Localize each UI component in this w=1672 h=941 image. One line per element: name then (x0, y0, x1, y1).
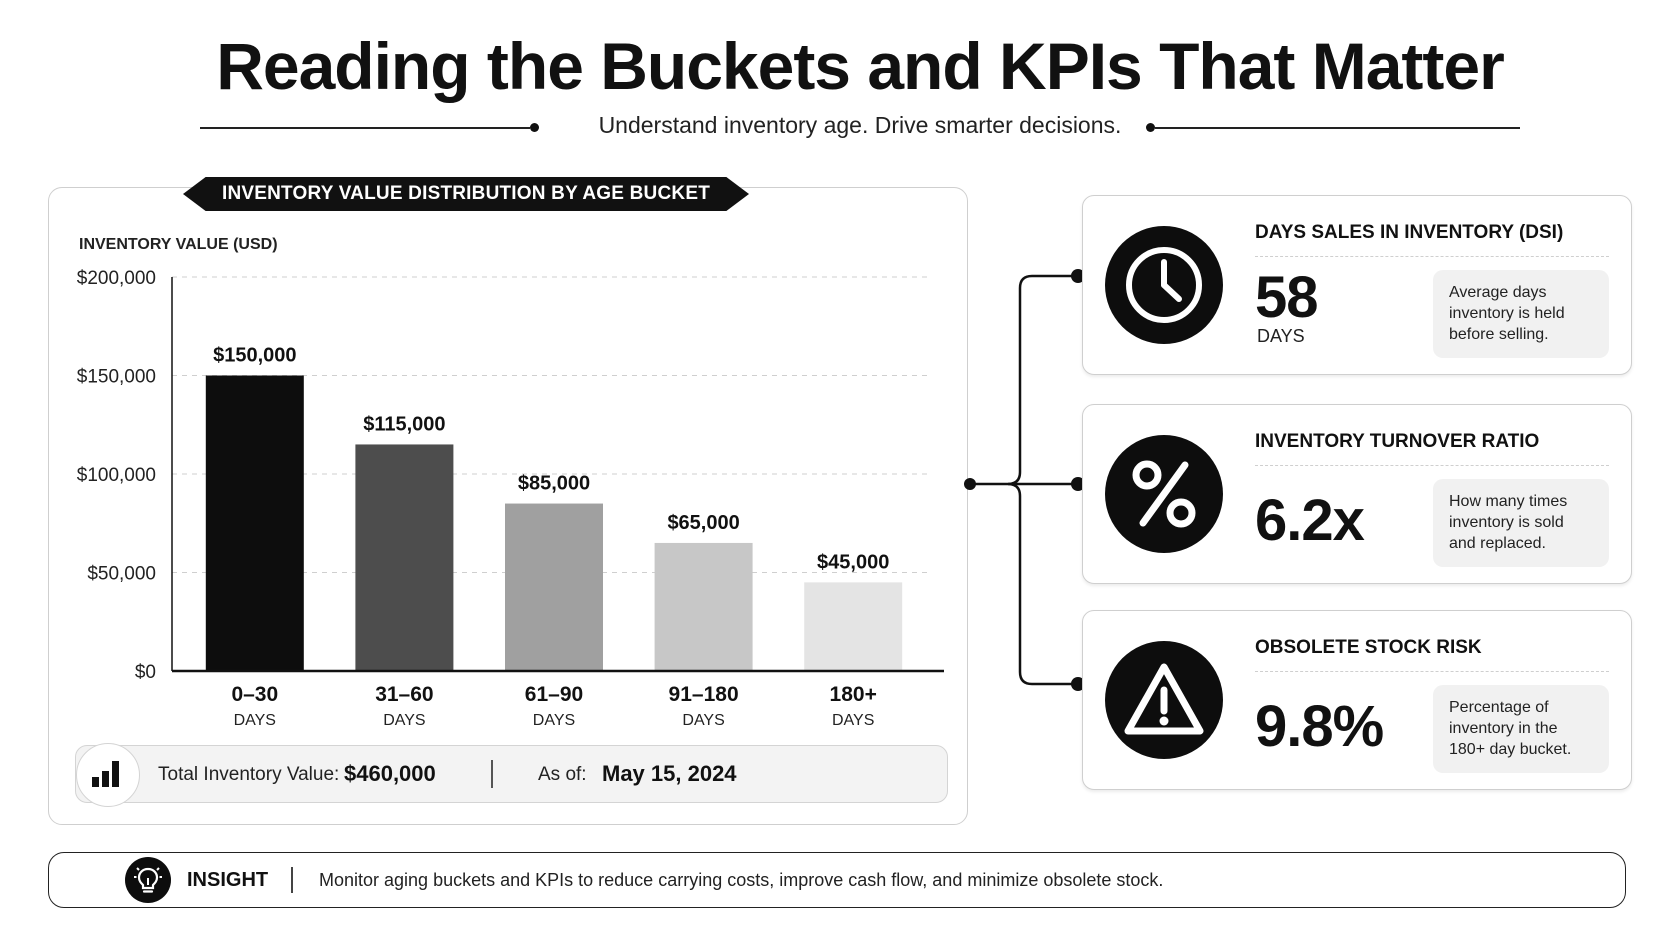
insight-divider (291, 867, 293, 893)
as-of-date: May 15, 2024 (602, 761, 737, 786)
kpi-divider (1255, 671, 1609, 672)
subtitle-row: Understand inventory age. Drive smarter … (200, 110, 1520, 146)
kpi-card-turnover: INVENTORY TURNOVER RATIO 6.2x How many t… (1082, 404, 1632, 584)
insight-text: Monitor aging buckets and KPIs to reduce… (319, 870, 1164, 890)
kpi-title: DAYS SALES IN INVENTORY (DSI) (1255, 222, 1564, 243)
kpi-title: INVENTORY TURNOVER RATIO (1255, 431, 1540, 452)
insight-label: INSIGHT (187, 869, 269, 891)
kpi-value: 6.2x (1255, 488, 1365, 553)
subtitle-right-dot (1146, 123, 1155, 132)
kpi-title: OBSOLETE STOCK RISK (1255, 637, 1482, 658)
subtitle-right-rule (1155, 127, 1520, 129)
total-value: $460,000 (344, 761, 436, 786)
kpi-description: Average days inventory is held before se… (1433, 270, 1609, 358)
kpi-divider (1255, 465, 1609, 466)
kpi-value: 9.8% (1255, 694, 1384, 759)
kpi-description: How many times inventory is sold and rep… (1433, 479, 1609, 567)
page-subtitle: Understand inventory age. Drive smarter … (598, 112, 1122, 138)
total-summary-bar: Total Inventory Value: $460,000 As of: M… (75, 743, 948, 807)
kpi-card-dsi: DAYS SALES IN INVENTORY (DSI) 58 DAYS Av… (1082, 195, 1632, 375)
insight-bar: INSIGHT Monitor aging buckets and KPIs t… (48, 852, 1626, 908)
bar-chart-icon (76, 743, 140, 807)
kpi-connector (970, 274, 1078, 686)
percent-icon (1105, 435, 1223, 553)
page-title: Reading the Buckets and KPIs That Matter (216, 29, 1505, 103)
clock-icon (1105, 226, 1223, 344)
chart-title-tab: INVENTORY VALUE DISTRIBUTION BY AGE BUCK… (183, 177, 749, 211)
kpi-card-obsolete-risk: OBSOLETE STOCK RISK 9.8% Percentage of i… (1082, 610, 1632, 790)
lightbulb-icon (125, 857, 171, 903)
kpi-unit: DAYS (1257, 326, 1305, 346)
kpi-description: Percentage of inventory in the 180+ day … (1433, 685, 1609, 773)
as-of-label: As of: (538, 764, 587, 785)
kpi-divider (1255, 256, 1609, 257)
summary-divider (491, 760, 493, 788)
warning-icon (1105, 641, 1223, 759)
total-value-label: Total Inventory Value: (158, 764, 340, 785)
subtitle-left-dot (530, 123, 539, 132)
chart-card (48, 187, 968, 825)
subtitle-left-rule (200, 127, 530, 129)
kpi-value: 58 (1255, 265, 1319, 330)
